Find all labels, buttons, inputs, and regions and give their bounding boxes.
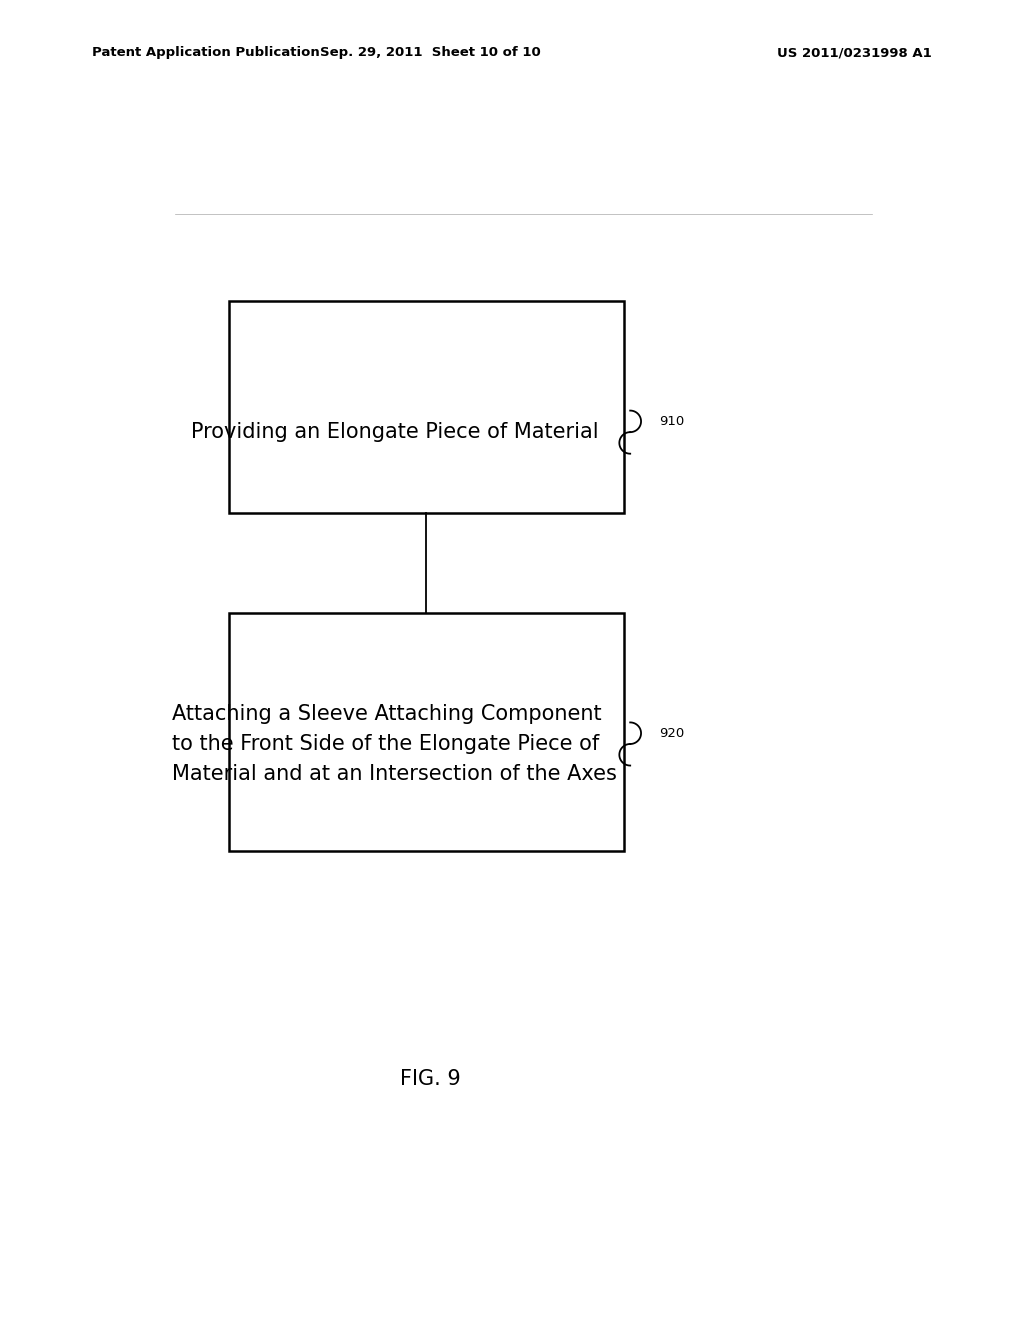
Text: Patent Application Publication: Patent Application Publication [92, 46, 319, 59]
Text: 910: 910 [658, 414, 684, 428]
Text: US 2011/0231998 A1: US 2011/0231998 A1 [777, 46, 932, 59]
Text: Sep. 29, 2011  Sheet 10 of 10: Sep. 29, 2011 Sheet 10 of 10 [319, 46, 541, 59]
Bar [228, 301, 624, 512]
Text: FIG. 9: FIG. 9 [400, 1069, 461, 1089]
Text: 920: 920 [658, 727, 684, 739]
Text: Attaching a Sleeve Attaching Component
to the Front Side of the Elongate Piece o: Attaching a Sleeve Attaching Component t… [172, 705, 617, 784]
Text: Providing an Elongate Piece of Material: Providing an Elongate Piece of Material [190, 422, 599, 442]
Bar [228, 612, 624, 851]
